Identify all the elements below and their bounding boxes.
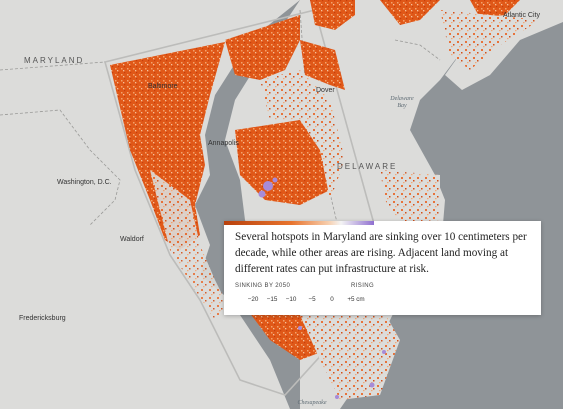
eastern-shore-sinking	[235, 120, 330, 205]
baltimore-label: Baltimore	[148, 83, 178, 90]
chesapeake-label: Chesapeake	[297, 400, 327, 406]
maryland-boundary	[104, 9, 396, 396]
state-lines	[0, 9, 441, 236]
legend-tick: +5 cm	[347, 296, 365, 303]
legend-tick: −10	[285, 296, 297, 303]
delaware-coast-light	[380, 170, 440, 222]
waldorf-label: Waldorf	[120, 236, 144, 243]
callout-box: Several hotspots in Maryland are sinking…	[224, 221, 541, 315]
legend-color-bar	[224, 221, 374, 225]
fredericksburg-label: Fredericksburg	[19, 315, 66, 322]
washington-label: Washington, D.C.	[57, 179, 112, 186]
rising-patches	[258, 177, 386, 399]
northern-sinking	[225, 15, 300, 80]
new-jersey-light	[440, 10, 540, 70]
dover-label: Dover	[316, 87, 335, 94]
legend-tick: 0	[330, 296, 334, 303]
legend-tick: −5	[308, 296, 316, 303]
legend-sinking-title: SINKING BY 2050	[235, 283, 291, 289]
western-shore-light	[150, 170, 230, 320]
delaware-bay-label: Delaware Bay	[390, 96, 414, 109]
callout-text: Several hotspots in Maryland are sinking…	[235, 231, 527, 276]
delaware-top-sinking	[310, 0, 355, 30]
southern-light	[300, 305, 400, 400]
legend-rising-title: RISING	[351, 283, 375, 289]
annapolis-label: Annapolis	[208, 140, 239, 147]
legend-tick: −15	[266, 296, 278, 303]
delaware-label: DELAWARE	[337, 162, 398, 171]
north-dover-sinking	[300, 40, 345, 90]
atlantic-city-label: Atlantic City	[503, 12, 540, 19]
maryland-label: MARYLAND	[24, 56, 85, 65]
western-shore-sinking	[110, 42, 225, 250]
eastern-shore-light	[260, 70, 345, 200]
new-jersey-sinking	[380, 0, 520, 25]
legend-tick: −20	[247, 296, 259, 303]
